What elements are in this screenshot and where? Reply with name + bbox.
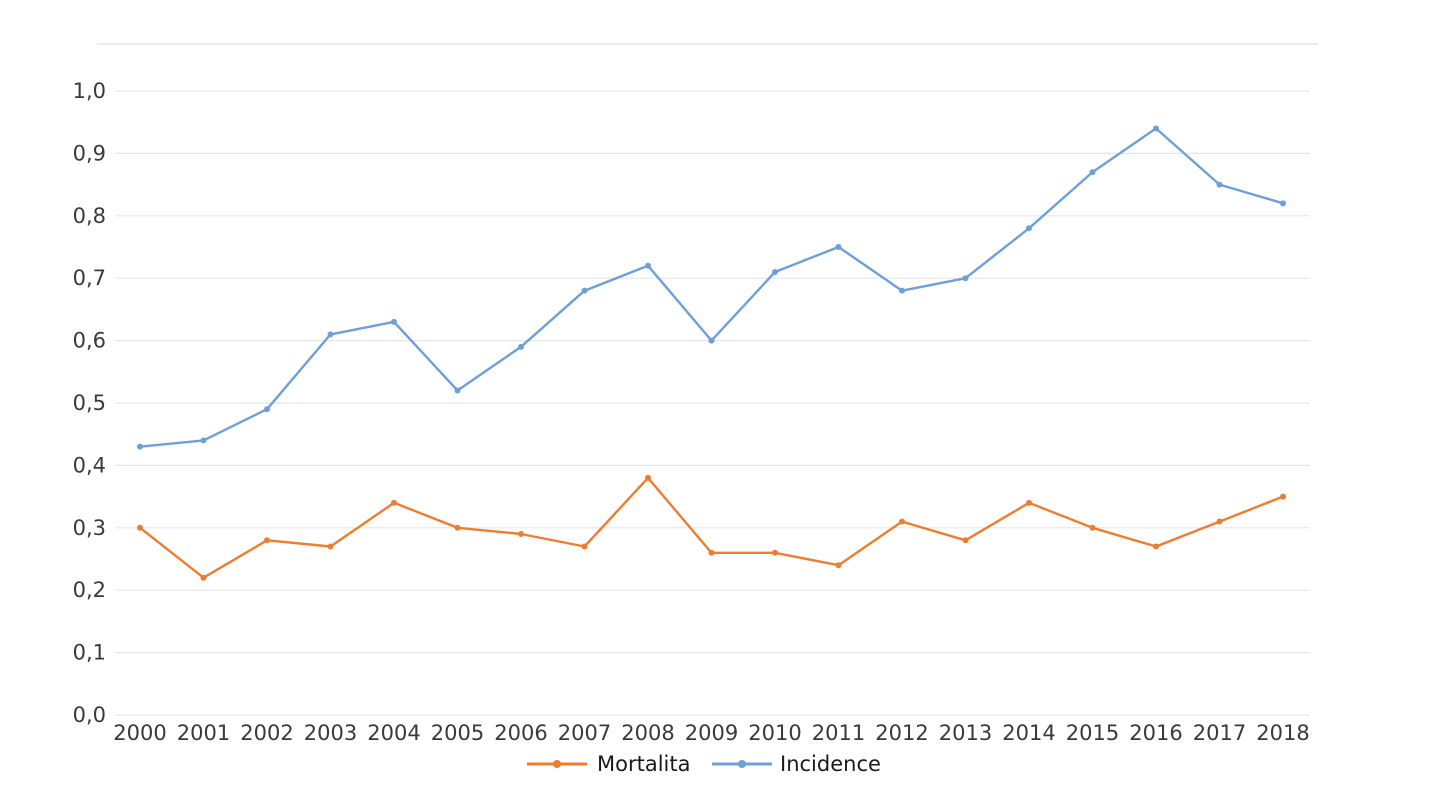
legend-label-mortalita: Mortalita [597,752,690,776]
data-point-incidence [327,331,334,338]
data-point-incidence [581,287,588,294]
x-tick-label: 2010 [748,721,801,745]
legend-marker-incidence [738,760,746,768]
y-tick-label: 0,9 [73,141,106,165]
y-tick-label: 0,6 [73,329,106,353]
series-group [137,125,1286,581]
y-tick-label: 0,4 [73,453,106,477]
data-point-incidence [200,437,207,444]
data-point-mortalita [645,474,651,481]
y-tick-label: 0,7 [73,266,106,290]
x-tick-label: 2002 [240,721,293,745]
data-point-mortalita [327,543,334,550]
x-tick-label: 2009 [685,721,738,745]
data-point-mortalita [962,537,969,544]
x-tick-label: 2016 [1129,721,1182,745]
data-point-incidence [1026,225,1032,232]
data-point-incidence [962,275,969,282]
data-point-mortalita [835,562,842,569]
data-point-incidence [835,244,842,250]
y-tick-label: 0,8 [73,204,106,228]
x-tick-label: 2003 [304,721,357,745]
y-axis-ticks: 0,0 0,1 0,2 0,3 0,4 0,5 0,6 0,7 0,8 0,9 1,0 [73,79,106,727]
data-point-mortalita [137,524,143,531]
x-tick-label: 2007 [558,721,611,745]
gridlines [97,43,1318,716]
data-point-incidence [391,318,397,325]
x-tick-label: 2013 [939,721,992,745]
y-tick-label: 0,0 [73,703,106,727]
data-point-mortalita [391,499,397,506]
data-point-mortalita [772,549,778,556]
data-point-incidence [137,443,143,450]
data-point-mortalita [1026,499,1032,506]
x-axis-ticks: 2000 2001 2002 2003 2004 2005 2006 2007 2008 2009… [113,721,1309,745]
data-point-incidence [1216,181,1223,188]
series-line-incidence [139,127,1284,448]
data-point-incidence [899,287,905,294]
data-point-incidence [708,337,715,344]
legend-marker-mortalita [553,760,561,768]
x-tick-label: 2008 [621,721,674,745]
x-tick-label: 2000 [113,721,166,745]
data-point-mortalita [454,524,461,531]
x-tick-label: 2005 [431,721,484,745]
data-point-mortalita [1089,524,1096,531]
data-point-mortalita [899,518,905,525]
x-tick-label: 2012 [875,721,928,745]
data-point-incidence [1153,125,1159,132]
data-point-incidence [1089,169,1096,176]
y-tick-label: 0,5 [73,391,106,415]
x-tick-label: 2017 [1193,721,1246,745]
data-point-incidence [1280,200,1286,207]
data-point-mortalita [200,574,207,581]
legend-label-incidence: Incidence [780,752,881,776]
data-point-mortalita [1216,518,1223,525]
data-point-incidence [264,406,270,413]
data-point-incidence [518,343,524,350]
data-point-incidence [645,262,651,269]
legend: Mortalita Incidence [527,752,881,776]
data-point-incidence [454,387,461,394]
x-tick-label: 2001 [177,721,230,745]
data-point-mortalita [264,537,270,544]
data-point-mortalita [708,549,715,556]
y-tick-label: 0,2 [73,578,106,602]
x-tick-label: 2011 [812,721,865,745]
data-point-mortalita [518,531,524,538]
y-tick-label: 0,1 [73,641,106,665]
x-tick-label: 2018 [1256,721,1309,745]
data-point-incidence [772,268,778,275]
x-tick-label: 2015 [1066,721,1119,745]
y-tick-label: 1,0 [73,79,106,103]
y-tick-label: 0,3 [73,516,106,540]
data-point-mortalita [1153,543,1159,550]
x-tick-label: 2014 [1002,721,1055,745]
x-tick-label: 2006 [494,721,547,745]
data-point-mortalita [581,543,588,550]
x-tick-label: 2004 [367,721,420,745]
data-point-mortalita [1280,493,1286,500]
